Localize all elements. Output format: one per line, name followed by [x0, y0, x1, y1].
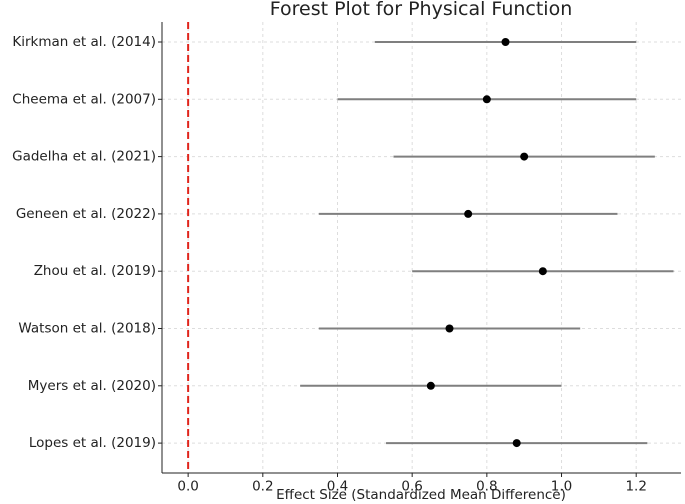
study-label: Kirkman et al. (2014) — [12, 34, 156, 50]
effect-point — [520, 152, 529, 161]
x-tick-label: 1.2 — [625, 479, 646, 495]
study-label: Zhou et al. (2019) — [34, 263, 156, 279]
x-tick-label: 0.8 — [476, 479, 497, 495]
study-labels: Kirkman et al. (2014) Cheema et al. (2007… — [12, 34, 156, 451]
x-tick-label: 0.2 — [252, 479, 273, 495]
axes — [161, 22, 681, 474]
effect-point — [501, 38, 510, 46]
study-label: Gadelha et al. (2021) — [12, 149, 156, 165]
effect-point — [538, 267, 547, 276]
study-label: Lopes et al. (2019) — [29, 435, 156, 451]
effect-point — [426, 381, 435, 390]
study-label: Geneen et al. (2022) — [16, 206, 156, 222]
effect-point — [512, 439, 521, 448]
effect-point — [445, 324, 454, 333]
x-tick-label: 1.0 — [551, 479, 572, 495]
study-label: Cheema et al. (2007) — [12, 91, 156, 107]
x-ticks: 0.0 0.2 0.4 0.6 0.8 1.0 1.2 — [158, 41, 647, 495]
study-label: Myers et al. (2020) — [28, 378, 156, 394]
x-tick-label: 0.0 — [177, 479, 198, 495]
x-tick-label: 0.4 — [327, 479, 348, 495]
data-series — [300, 38, 674, 448]
x-tick-label: 0.6 — [401, 479, 422, 495]
effect-point — [464, 209, 473, 218]
grid — [162, 22, 681, 473]
chart-title: Forest Plot for Physical Function — [270, 0, 573, 20]
effect-point — [482, 95, 491, 104]
study-label: Watson et al. (2018) — [18, 321, 156, 337]
x-axis-title: Effect Size (Standardized Mean Differenc… — [276, 487, 566, 503]
